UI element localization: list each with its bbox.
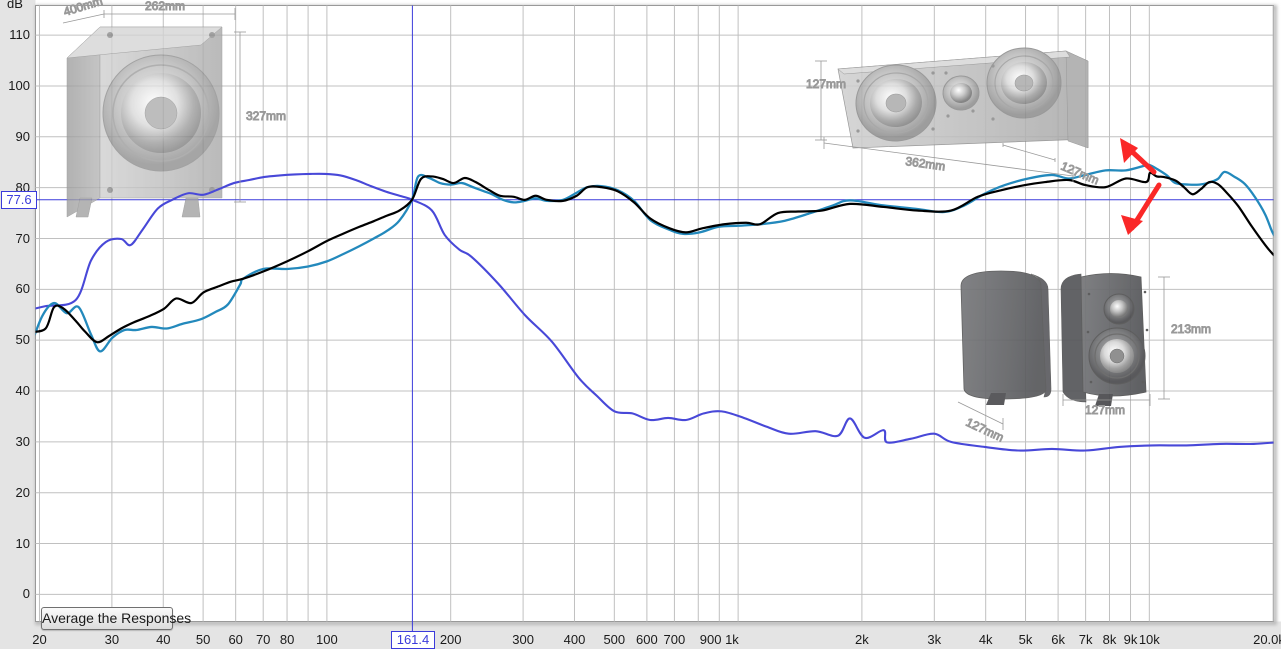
svg-text:127mm: 127mm — [1085, 403, 1125, 417]
svg-text:127mm: 127mm — [806, 77, 846, 91]
svg-text:213mm: 213mm — [1171, 322, 1211, 336]
svg-text:327mm: 327mm — [246, 109, 286, 123]
svg-text:262mm: 262mm — [145, 0, 185, 13]
